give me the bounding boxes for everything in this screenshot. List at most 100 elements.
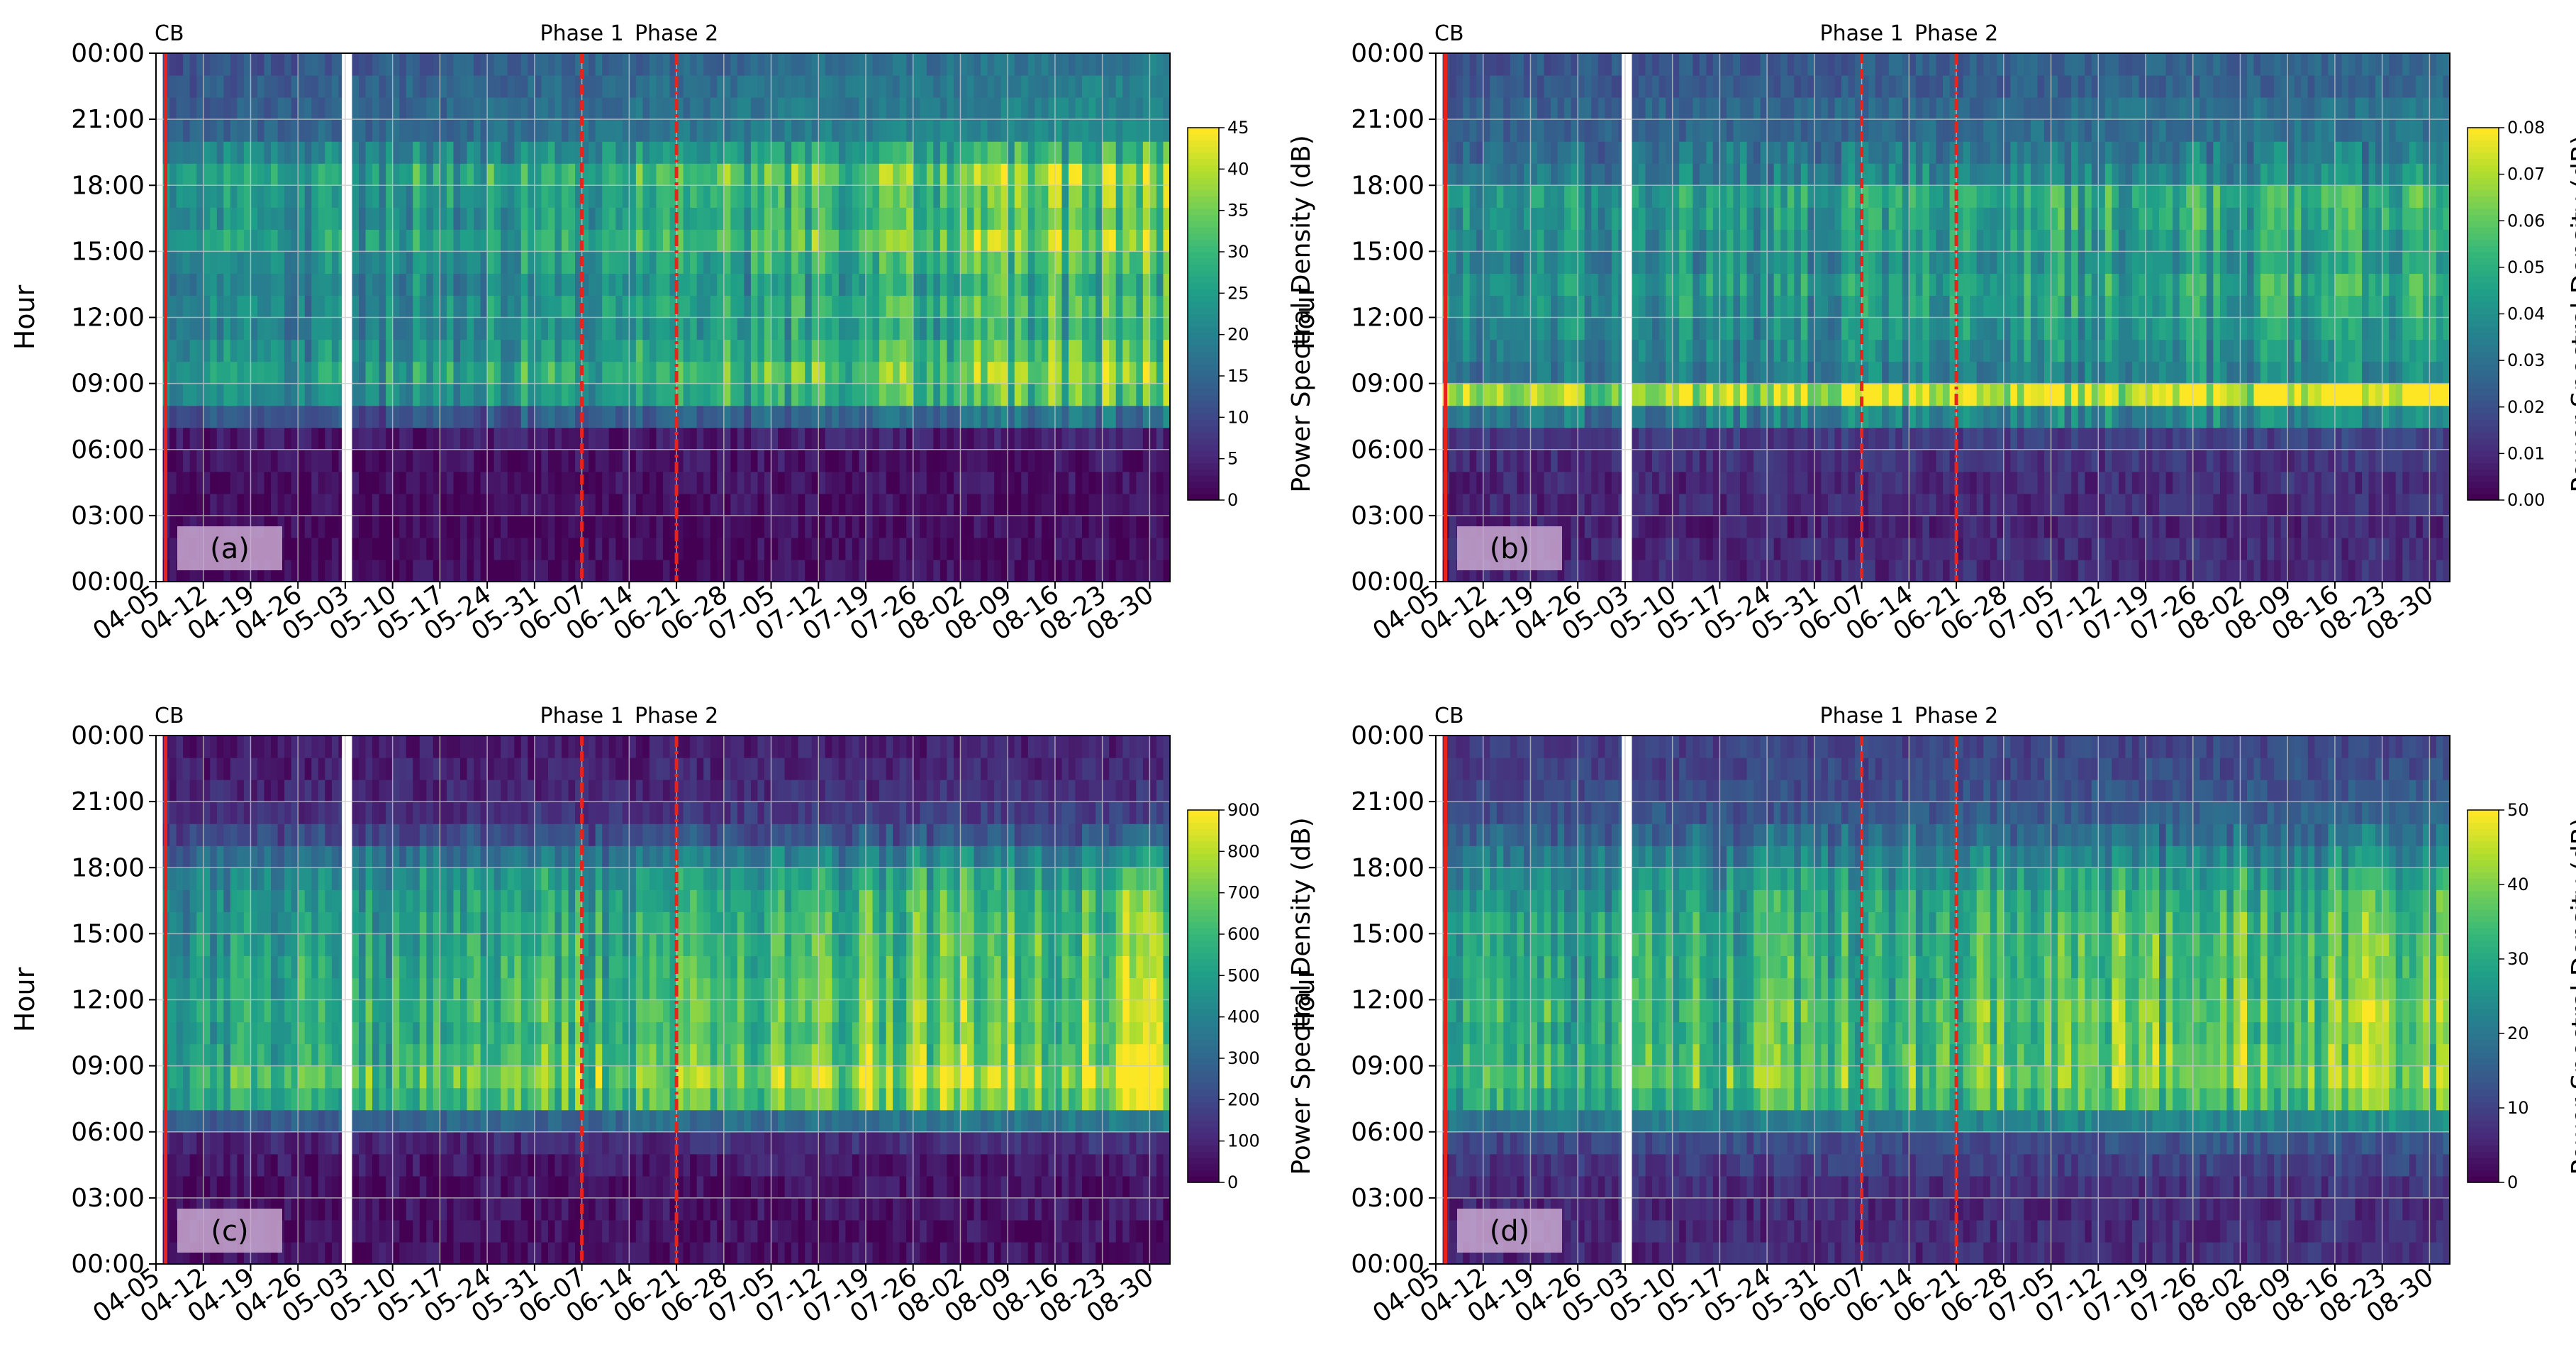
heatmap-cell: [960, 163, 967, 186]
heatmap-cell: [1130, 318, 1137, 340]
heatmap-cell: [1788, 428, 1795, 450]
heatmap-cell: [1122, 538, 1130, 560]
heatmap-cell: [433, 450, 440, 472]
heatmap-cell: [920, 406, 927, 428]
heatmap-cell: [271, 163, 278, 186]
heatmap-cell: [920, 207, 927, 230]
heatmap-cell: [460, 251, 467, 274]
heatmap-cell: [474, 207, 481, 230]
heatmap-cell: [1490, 251, 1497, 274]
colorbar-segment: [1188, 221, 1219, 227]
heatmap-cell: [737, 97, 745, 120]
heatmap-cell: [717, 472, 724, 494]
heatmap-cell: [264, 494, 272, 516]
heatmap-cell: [487, 384, 494, 406]
heatmap-cell: [873, 472, 880, 494]
heatmap-cell: [1530, 450, 1537, 472]
heatmap-cell: [1585, 450, 1592, 472]
heatmap-cell: [1537, 450, 1544, 472]
heatmap-cell: [1605, 384, 1612, 406]
heatmap-cell: [642, 229, 649, 252]
heatmap-cell: [508, 362, 515, 384]
heatmap-cell: [812, 229, 819, 252]
heatmap-cell: [1632, 185, 1639, 208]
heatmap-cell: [1015, 207, 1022, 230]
heatmap-cell: [623, 141, 630, 164]
heatmap-cell: [1605, 119, 1612, 142]
heatmap-cell: [433, 75, 440, 98]
heatmap-cell: [724, 163, 731, 186]
heatmap-cell: [291, 362, 299, 384]
heatmap-cell: [1544, 384, 1551, 406]
heatmap-cell: [433, 119, 440, 142]
heatmap-cell: [1055, 185, 1062, 208]
heatmap-cell: [839, 229, 846, 252]
heatmap-cell: [1753, 428, 1761, 450]
heatmap-cell: [690, 472, 697, 494]
heatmap-cell: [284, 273, 291, 296]
heatmap-cell: [1686, 450, 1693, 472]
heatmap-cell: [866, 75, 873, 98]
heatmap-cell: [1713, 318, 1720, 340]
heatmap-cell: [196, 207, 203, 230]
heatmap-cell: [562, 163, 569, 186]
heatmap-cell: [1727, 53, 1734, 76]
heatmap-cell: [501, 97, 508, 120]
heatmap-cell: [196, 185, 203, 208]
heatmap-cell: [724, 450, 731, 472]
heatmap-cell: [642, 538, 649, 560]
heatmap-cell: [988, 295, 995, 318]
heatmap-cell: [1719, 362, 1727, 384]
heatmap-cell: [291, 251, 299, 274]
heatmap-cell: [981, 450, 988, 472]
heatmap-cell: [1530, 53, 1537, 76]
heatmap-cell: [1463, 406, 1470, 428]
heatmap-cell: [1753, 75, 1761, 98]
heatmap-cell: [1801, 516, 1808, 538]
heatmap-cell: [230, 273, 238, 296]
heatmap-cell: [413, 362, 420, 384]
heatmap-cell: [988, 207, 995, 230]
heatmap-cell: [778, 53, 785, 76]
heatmap-cell: [1061, 251, 1069, 274]
heatmap-cell: [710, 428, 718, 450]
heatmap-cell: [250, 340, 257, 362]
heatmap-cell: [278, 362, 285, 384]
heatmap-cell: [1673, 229, 1680, 252]
heatmap-cell: [366, 472, 373, 494]
heatmap-cell: [1591, 384, 1598, 406]
heatmap-cell: [866, 97, 873, 120]
heatmap-cell: [703, 340, 710, 362]
heatmap-cell: [548, 141, 555, 164]
heatmap-cell: [453, 141, 460, 164]
heatmap-cell: [237, 340, 244, 362]
heatmap-cell: [751, 163, 758, 186]
heatmap-cell: [494, 295, 501, 318]
heatmap-cell: [284, 251, 291, 274]
heatmap-cell: [866, 450, 873, 472]
heatmap-cell: [589, 185, 596, 208]
heatmap-cell: [1686, 318, 1693, 340]
heatmap-cell: [852, 494, 859, 516]
heatmap-cell: [839, 273, 846, 296]
heatmap-cell: [237, 141, 244, 164]
heatmap-cell: [541, 472, 548, 494]
heatmap-cell: [284, 472, 291, 494]
heatmap-cell: [1008, 53, 1015, 76]
heatmap-cell: [1130, 75, 1137, 98]
heatmap-cell: [1149, 75, 1156, 98]
heatmap-cell: [426, 494, 433, 516]
heatmap-cell: [1122, 318, 1130, 340]
heatmap-cell: [1143, 207, 1150, 230]
heatmap-cell: [1149, 472, 1156, 494]
colorbar-segment: [1188, 357, 1219, 364]
heatmap-cell: [399, 340, 406, 362]
heatmap-cell: [535, 295, 542, 318]
heatmap-cell: [1788, 75, 1795, 98]
heatmap-cell: [554, 538, 562, 560]
heatmap-cell: [1659, 406, 1666, 428]
heatmap-cell: [481, 207, 488, 230]
heatmap-cell: [413, 185, 420, 208]
heatmap-cell: [1456, 318, 1463, 340]
heatmap-cell: [487, 295, 494, 318]
